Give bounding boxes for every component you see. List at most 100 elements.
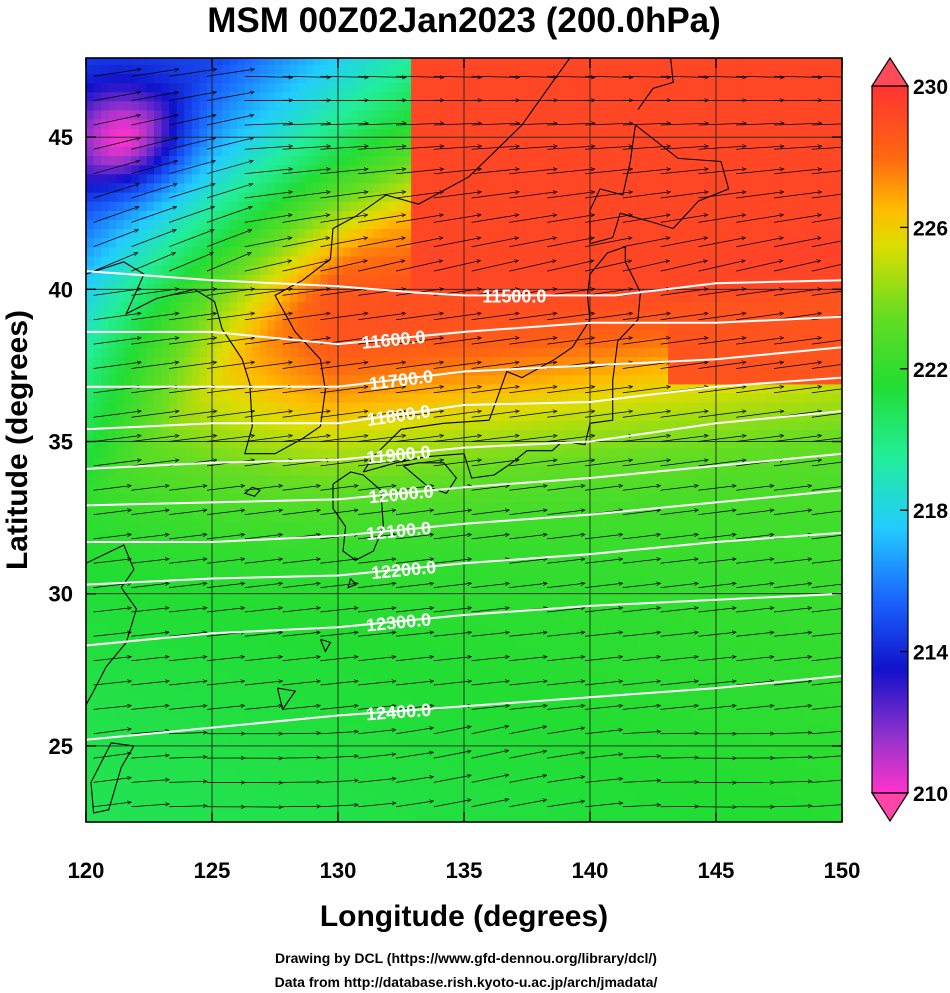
field-cell	[426, 447, 435, 458]
field-cell	[229, 502, 238, 513]
field-cell	[259, 767, 269, 777]
field-cell	[796, 557, 805, 567]
field-cell	[426, 794, 435, 805]
field-cell	[464, 420, 473, 430]
field-cell	[524, 465, 533, 476]
field-cell	[335, 365, 344, 376]
field-cell	[275, 475, 284, 485]
field-cell	[842, 722, 850, 732]
field-cell	[607, 748, 616, 759]
field-cell	[675, 411, 684, 421]
field-cell	[335, 484, 344, 494]
field-cell	[161, 803, 170, 814]
field-cell	[796, 420, 805, 430]
field-cell	[819, 438, 828, 449]
field-cell	[486, 529, 495, 540]
field-cell	[320, 438, 329, 449]
field-cell	[222, 429, 231, 440]
field-cell	[668, 739, 677, 750]
field-cell	[456, 402, 465, 412]
field-cell	[207, 548, 216, 558]
field-cell	[456, 520, 465, 531]
field-cell	[796, 776, 805, 787]
field-cell	[86, 438, 95, 449]
field-cell	[630, 767, 639, 777]
field-cell	[282, 657, 291, 668]
field-cell	[267, 748, 276, 759]
field-cell	[222, 566, 231, 577]
field-cell	[494, 520, 503, 531]
field-cell	[169, 438, 178, 449]
field-cell	[108, 383, 117, 394]
field-cell	[146, 392, 155, 403]
field-cell	[418, 630, 427, 640]
field-cell	[554, 383, 563, 394]
field-cell	[123, 411, 133, 421]
field-cell	[403, 402, 412, 412]
field-cell	[494, 748, 503, 759]
field-cell	[781, 739, 790, 750]
field-cell	[728, 612, 737, 622]
field-cell	[675, 584, 684, 595]
field-cell	[562, 593, 571, 604]
field-cell	[101, 383, 110, 394]
field-cell	[690, 748, 700, 759]
field-cell	[698, 447, 707, 458]
field-cell	[418, 456, 427, 467]
field-cell	[146, 365, 155, 376]
field-cell	[728, 411, 737, 421]
field-cell	[343, 584, 352, 595]
field-cell	[774, 502, 783, 513]
field-cell	[713, 465, 722, 476]
field-cell	[169, 365, 178, 376]
field-cell	[751, 429, 760, 440]
field-cell	[789, 493, 798, 504]
field-cell	[396, 438, 405, 449]
field-cell	[305, 794, 314, 805]
field-cell	[426, 402, 435, 412]
field-cell	[229, 767, 238, 777]
field-cell	[622, 803, 632, 814]
field-cell	[448, 712, 458, 723]
field-cell	[577, 739, 586, 750]
field-cell	[842, 429, 850, 439]
field-cell	[713, 584, 722, 595]
field-cell	[441, 621, 450, 631]
field-cell	[811, 402, 821, 412]
field-cell	[161, 365, 170, 376]
field-cell	[214, 657, 223, 668]
field-cell	[456, 465, 465, 476]
field-cell	[93, 794, 102, 805]
field-cell	[728, 721, 737, 732]
field-cell	[396, 602, 405, 613]
field-cell	[675, 694, 684, 704]
field-cell	[365, 447, 374, 458]
field-cell	[509, 420, 518, 430]
field-cell	[600, 511, 609, 522]
field-cell	[486, 767, 495, 777]
field-cell	[721, 639, 730, 650]
field-cell	[411, 374, 420, 385]
field-cell	[622, 758, 632, 768]
field-cell	[789, 374, 798, 385]
field-cell	[524, 447, 533, 458]
field-cell	[456, 548, 465, 558]
field-cell	[259, 575, 269, 586]
field-cell	[161, 566, 170, 577]
field-cell	[237, 575, 246, 586]
field-cell	[486, 374, 495, 385]
field-cell	[267, 493, 276, 504]
field-cell	[645, 593, 654, 604]
field-cell	[358, 402, 367, 412]
field-cell	[464, 475, 473, 485]
field-cell	[297, 475, 306, 485]
field-cell	[290, 730, 299, 741]
field-cell	[516, 657, 526, 668]
field-cell	[108, 438, 117, 449]
field-cell	[411, 721, 420, 732]
field-cell	[501, 420, 511, 430]
field-cell	[698, 575, 707, 586]
field-cell	[509, 383, 518, 394]
field-cell	[426, 584, 435, 595]
field-cell	[789, 447, 798, 458]
